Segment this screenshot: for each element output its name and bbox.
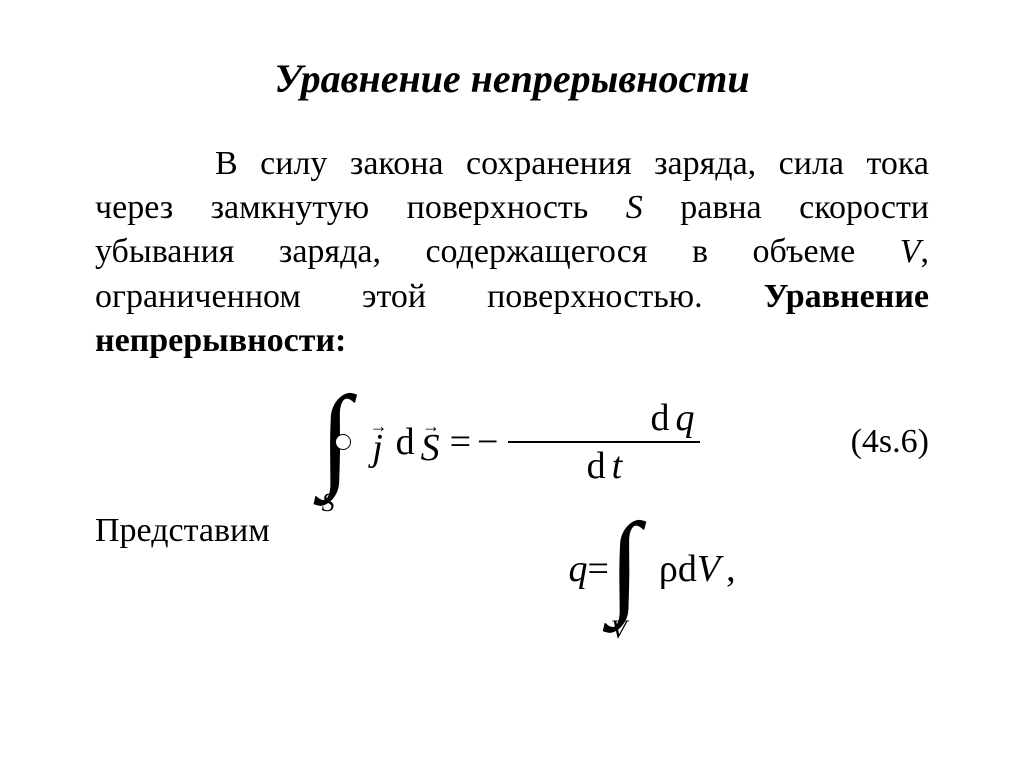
equation-2: q = ∫ V ρ d V ,	[375, 512, 929, 627]
followup-label: Представим	[95, 512, 375, 627]
eq1-vec-j: → j	[370, 417, 386, 467]
equation-row-1: ∫ S → j d → S = −	[95, 385, 929, 500]
slide-title: Уравнение непрерывности	[95, 55, 929, 102]
para-var-V: V	[900, 233, 921, 270]
closed-integral-icon: ∫ S	[320, 385, 364, 500]
eq2-tail: ,	[726, 547, 736, 591]
equation-row-2: Представим q = ∫ V ρ d V ,	[95, 512, 929, 627]
slide: Уравнение непрерывности В силу закона со…	[0, 0, 1024, 767]
eq1-minus: −	[477, 420, 498, 464]
eq1-fraction: dq dt	[508, 395, 700, 489]
eq1-equals: =	[450, 420, 471, 464]
eq2-d: d	[678, 547, 697, 591]
body-paragraph: В силу закона сохранения заряда, сила то…	[95, 142, 929, 363]
eq2-V: V	[697, 547, 720, 591]
equation-1: ∫ S → j d → S = −	[275, 385, 749, 500]
eq1-vec-S: → S	[421, 417, 440, 467]
integral-icon: ∫ V	[609, 512, 653, 627]
para-var-S: S	[626, 189, 643, 226]
eq1-int-sub: S	[322, 488, 335, 518]
eq2-int-sub: V	[611, 615, 627, 645]
eq2-rho: ρ	[659, 547, 678, 591]
eq2-equals: =	[587, 547, 608, 591]
eq1-d1: d	[396, 420, 415, 464]
equation-number: (4s.6)	[749, 423, 929, 461]
eq2-q: q	[568, 547, 587, 591]
